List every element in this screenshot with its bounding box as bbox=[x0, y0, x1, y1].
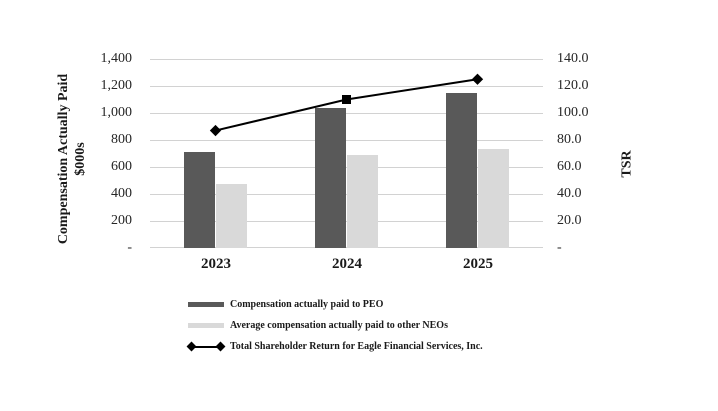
y-axis-right-label: 120.0 bbox=[557, 78, 589, 93]
y-axis-right-label: 60.0 bbox=[557, 159, 582, 174]
y-axis-left-label: - bbox=[127, 240, 132, 255]
tsr-line-swatch-icon bbox=[186, 341, 226, 352]
gridline bbox=[150, 247, 543, 248]
y-axis-right-label: 20.0 bbox=[557, 213, 582, 228]
right-axis-title: TSR bbox=[619, 150, 635, 178]
diamond-marker-icon bbox=[209, 124, 222, 137]
y-axis-left-label: 400 bbox=[111, 186, 132, 201]
y-axis-right-label: 100.0 bbox=[557, 105, 589, 120]
bar-neo-2024 bbox=[347, 155, 378, 248]
x-axis-label-2024: 2024 bbox=[332, 256, 362, 272]
legend-item-neo: Average compensation actually paid to ot… bbox=[188, 315, 483, 336]
y-axis-left-label: 800 bbox=[111, 132, 132, 147]
gridline bbox=[150, 194, 543, 195]
gridline bbox=[150, 140, 543, 141]
x-axis-label-2025: 2025 bbox=[463, 256, 493, 272]
gridline bbox=[150, 113, 543, 114]
legend-item-tsr: Total Shareholder Return for Eagle Finan… bbox=[186, 336, 483, 357]
gridline bbox=[150, 221, 543, 222]
y-axis-left-label: 1,400 bbox=[100, 51, 133, 66]
y-axis-left-label: 600 bbox=[111, 159, 132, 174]
y-axis-left-label: 200 bbox=[111, 213, 132, 228]
y-axis-right-label: - bbox=[557, 240, 562, 255]
bar-peo-2025 bbox=[446, 93, 477, 248]
gridline bbox=[150, 167, 543, 168]
square-marker-icon bbox=[342, 95, 351, 104]
y-axis-left-label: 1,200 bbox=[100, 78, 133, 93]
legend-item-peo: Compensation actually paid to PEO bbox=[188, 294, 483, 315]
bar-peo-2023 bbox=[184, 152, 215, 248]
gridline bbox=[150, 86, 543, 87]
legend-label-neo: Average compensation actually paid to ot… bbox=[230, 320, 448, 331]
tsr-line bbox=[209, 73, 484, 137]
bar-peo-2024 bbox=[315, 108, 346, 248]
diamond-marker-icon bbox=[471, 73, 484, 85]
legend: Compensation actually paid to PEO Averag… bbox=[186, 294, 483, 357]
legend-label-peo: Compensation actually paid to PEO bbox=[230, 299, 384, 310]
legend-label-tsr: Total Shareholder Return for Eagle Finan… bbox=[230, 341, 483, 352]
y-axis-right-label: 40.0 bbox=[557, 186, 582, 201]
x-axis-label-2023: 2023 bbox=[201, 256, 231, 272]
plot-area bbox=[150, 59, 543, 248]
bar-neo-2023 bbox=[216, 184, 247, 248]
peo-bar-swatch-icon bbox=[188, 300, 224, 309]
y-axis-right-label: 80.0 bbox=[557, 132, 582, 147]
bar-neo-2025 bbox=[478, 149, 509, 248]
y-axis-right-label: 140.0 bbox=[557, 51, 589, 66]
neo-bar-swatch-icon bbox=[188, 321, 224, 330]
gridline bbox=[150, 59, 543, 60]
y-axis-left-label: 1,000 bbox=[100, 105, 133, 120]
